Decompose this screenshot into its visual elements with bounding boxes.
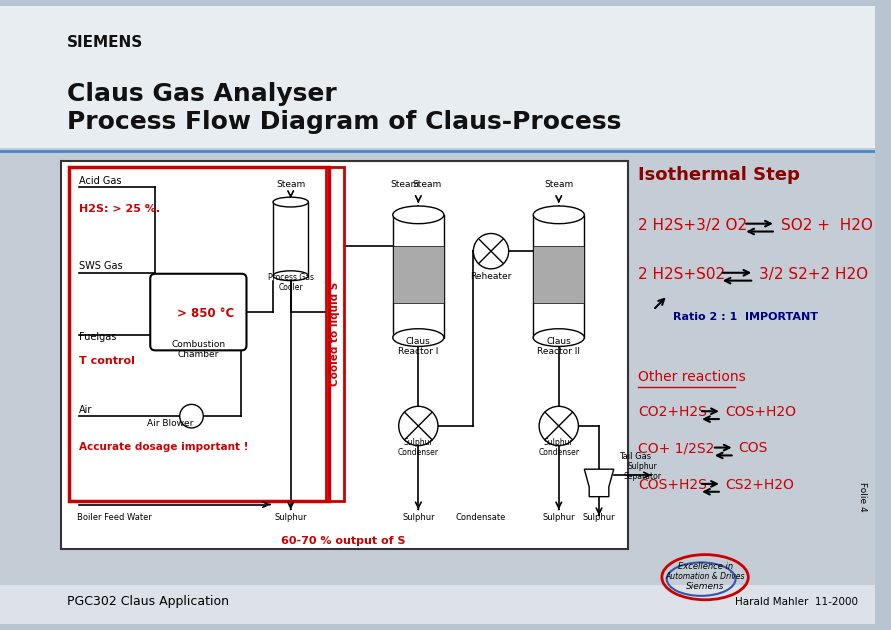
FancyBboxPatch shape <box>0 585 875 624</box>
Ellipse shape <box>273 197 308 207</box>
Text: Claus
Reactor II: Claus Reactor II <box>537 337 580 357</box>
Circle shape <box>398 406 438 445</box>
Ellipse shape <box>273 271 308 280</box>
Text: Fuelgas: Fuelgas <box>78 331 116 341</box>
FancyBboxPatch shape <box>533 215 584 338</box>
Ellipse shape <box>393 206 444 224</box>
Text: Accurate dosage important !: Accurate dosage important ! <box>78 442 248 452</box>
FancyBboxPatch shape <box>151 274 247 350</box>
Text: Steam: Steam <box>413 180 442 190</box>
Text: Process Gas
Cooler: Process Gas Cooler <box>267 273 314 292</box>
Text: PGC302 Claus Application: PGC302 Claus Application <box>67 595 229 608</box>
Text: Sulphur
Condenser: Sulphur Condenser <box>538 438 579 457</box>
Text: Siemens: Siemens <box>686 582 724 591</box>
Text: Ratio 2 : 1  IMPORTANT: Ratio 2 : 1 IMPORTANT <box>673 312 818 322</box>
FancyBboxPatch shape <box>533 246 584 303</box>
Text: Sulphur: Sulphur <box>402 513 435 522</box>
Text: COS+H2S: COS+H2S <box>638 478 707 492</box>
Text: Sulphur: Sulphur <box>583 513 616 522</box>
Text: 2 H2S+S02: 2 H2S+S02 <box>638 266 725 282</box>
Text: > 850 °C: > 850 °C <box>176 307 234 319</box>
Text: Sulphur
Condenser: Sulphur Condenser <box>398 438 439 457</box>
Text: 60-70 % output of S: 60-70 % output of S <box>282 536 406 546</box>
FancyBboxPatch shape <box>61 161 628 549</box>
Text: CS2+H2O: CS2+H2O <box>725 478 795 492</box>
Text: Automation & Drives: Automation & Drives <box>666 572 745 581</box>
Text: Sulphur: Sulphur <box>274 513 307 522</box>
FancyBboxPatch shape <box>393 215 444 338</box>
Text: Steam: Steam <box>390 180 419 190</box>
Text: CO2+H2S: CO2+H2S <box>638 405 707 419</box>
Polygon shape <box>584 469 614 496</box>
Text: Tail Gas: Tail Gas <box>618 452 650 461</box>
Text: Steam: Steam <box>276 180 306 190</box>
Text: Cooled to liquid S: Cooled to liquid S <box>330 282 339 386</box>
Text: Air Blower: Air Blower <box>147 419 193 428</box>
Text: Claus Gas Analyser: Claus Gas Analyser <box>67 82 337 106</box>
Text: Sulphur
Separator: Sulphur Separator <box>624 462 662 481</box>
Ellipse shape <box>533 206 584 224</box>
Text: SO2 +  H2O: SO2 + H2O <box>781 217 872 232</box>
Text: 3/2 S2+2 H2O: 3/2 S2+2 H2O <box>759 266 868 282</box>
Text: COS+H2O: COS+H2O <box>725 405 797 419</box>
Text: SWS Gas: SWS Gas <box>78 261 122 271</box>
Text: Claus
Reactor I: Claus Reactor I <box>398 337 438 357</box>
Circle shape <box>473 234 509 269</box>
Text: 2 H2S+3/2 O2: 2 H2S+3/2 O2 <box>638 217 748 232</box>
FancyBboxPatch shape <box>0 6 875 148</box>
Text: Steam: Steam <box>544 180 574 190</box>
Text: H2S: > 25 %.: H2S: > 25 %. <box>78 204 159 214</box>
Text: T control: T control <box>78 356 135 366</box>
Text: Other reactions: Other reactions <box>638 370 746 384</box>
FancyBboxPatch shape <box>393 246 444 303</box>
Text: Combustion
Chamber: Combustion Chamber <box>171 340 225 359</box>
Text: Reheater: Reheater <box>470 272 511 281</box>
Text: Air: Air <box>78 405 92 415</box>
Circle shape <box>180 404 203 428</box>
Ellipse shape <box>533 329 584 346</box>
Text: CO+ 1/2S2: CO+ 1/2S2 <box>638 442 715 455</box>
Text: Harald Mahler  11-2000: Harald Mahler 11-2000 <box>734 597 857 607</box>
Text: COS: COS <box>739 442 768 455</box>
Text: Sulphur: Sulphur <box>543 513 575 522</box>
Text: Boiler Feed Water: Boiler Feed Water <box>77 513 151 522</box>
Text: Acid Gas: Acid Gas <box>78 176 121 186</box>
Text: Condensate: Condensate <box>456 513 506 522</box>
Text: Folie 4: Folie 4 <box>858 482 867 512</box>
FancyBboxPatch shape <box>0 148 875 585</box>
FancyBboxPatch shape <box>273 202 308 276</box>
Circle shape <box>539 406 578 445</box>
Ellipse shape <box>393 329 444 346</box>
Text: Isothermal Step: Isothermal Step <box>638 166 800 185</box>
Text: Process Flow Diagram of Claus-Process: Process Flow Diagram of Claus-Process <box>67 110 621 134</box>
Text: Excellence in: Excellence in <box>677 563 732 571</box>
Text: SIEMENS: SIEMENS <box>67 35 143 50</box>
